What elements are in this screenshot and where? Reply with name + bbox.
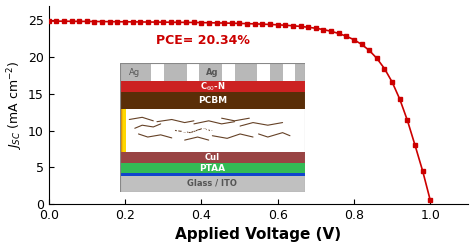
Y-axis label: $\it{J}$$_{SC}$ (mA cm$^{-2}$): $\it{J}$$_{SC}$ (mA cm$^{-2}$) bbox=[6, 60, 25, 150]
X-axis label: Applied Voltage (V): Applied Voltage (V) bbox=[175, 227, 342, 243]
Text: PCE= 20.34%: PCE= 20.34% bbox=[155, 34, 249, 47]
